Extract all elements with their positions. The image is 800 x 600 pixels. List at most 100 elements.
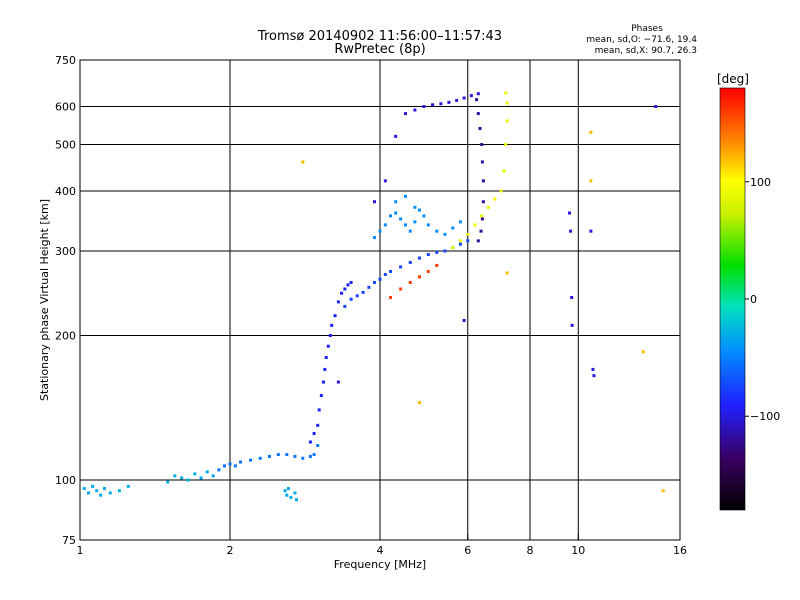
data-point [340,291,344,295]
data-point [378,277,382,281]
data-point [103,487,107,491]
data-point [567,211,571,215]
y-tick-label: 500 [55,139,76,152]
data-point [239,460,243,464]
data-point [476,92,480,96]
data-point [223,464,227,468]
phases-line-o: mean, sd,O: −71.6, 19.4 [586,35,697,45]
data-point [435,229,439,233]
data-point [466,239,470,243]
data-point [458,220,462,224]
data-point [413,220,417,224]
data-point [426,253,430,257]
data-point [435,250,439,254]
data-point [108,491,112,495]
x-tick-label: 2 [227,544,234,557]
data-point [333,314,337,318]
data-point [408,280,412,284]
data-point [458,242,462,246]
y-tick-label: 400 [55,185,76,198]
data-point [439,102,443,106]
data-point [592,374,596,378]
data-point [455,98,459,102]
data-point [267,454,271,458]
data-point [373,236,377,240]
data-point [443,249,447,253]
colorbar-tick-label: 0 [750,293,757,306]
data-point [308,454,312,458]
data-point [308,440,312,444]
data-point [466,232,470,236]
data-point [301,456,305,460]
y-tick-label: 200 [55,330,76,343]
data-point [479,229,483,233]
y-axis: 75 100 200 300 400 500 600 750 [55,54,76,547]
data-point [378,229,382,233]
data-point [326,344,330,348]
data-point [324,355,328,359]
data-point [180,476,184,480]
data-point [343,304,347,308]
x-tick-label: 4 [377,544,384,557]
data-point [408,260,412,264]
data-point [166,480,170,484]
data-point [383,273,387,277]
data-point [422,214,426,218]
data-point [408,229,412,233]
data-point [228,462,232,466]
data-point [394,200,398,204]
data-point [417,275,421,279]
data-point [383,223,387,227]
y-tick-label: 600 [55,101,76,114]
data-point [504,143,508,147]
data-point [476,239,480,243]
data-point [591,367,595,371]
data-point [413,108,417,112]
y-tick-label: 750 [55,54,76,67]
data-point [285,453,289,457]
data-point [403,223,407,227]
colorbar-tick-label: −100 [750,410,780,423]
data-point [328,334,332,338]
data-point [426,269,430,273]
y-tick-label: 100 [55,474,76,487]
data-point [349,280,353,284]
y-tick-label: 75 [62,534,76,547]
data-point [641,350,645,354]
data-point [285,493,289,497]
data-point [589,229,593,233]
data-point [502,169,506,173]
data-point [361,290,365,294]
data-point [367,285,371,289]
data-point [316,444,320,448]
data-point [336,380,340,384]
data-point [426,223,430,227]
data-point [82,487,86,491]
data-point [346,283,350,287]
y-axis-label: Stationary phase Virtual Height [km] [38,199,51,401]
data-point [481,179,485,183]
data-point [355,294,359,298]
data-point [389,296,393,300]
data-point [276,453,280,457]
data-point [205,470,209,474]
colorbar-label: [deg] [717,72,749,86]
data-point [126,484,130,488]
y-tick-label: 300 [55,245,76,258]
data-point [117,489,121,493]
data-point [451,246,455,250]
data-point [469,94,473,98]
data-point [394,134,398,138]
data-point [323,367,327,371]
data-point [403,194,407,198]
data-point [233,464,237,468]
data-point [211,474,215,478]
data-point [193,472,197,476]
data-point [403,112,407,116]
data-point [462,318,466,322]
data-point [321,380,325,384]
data-point [383,179,387,183]
data-point [505,271,509,275]
data-point [186,478,190,482]
